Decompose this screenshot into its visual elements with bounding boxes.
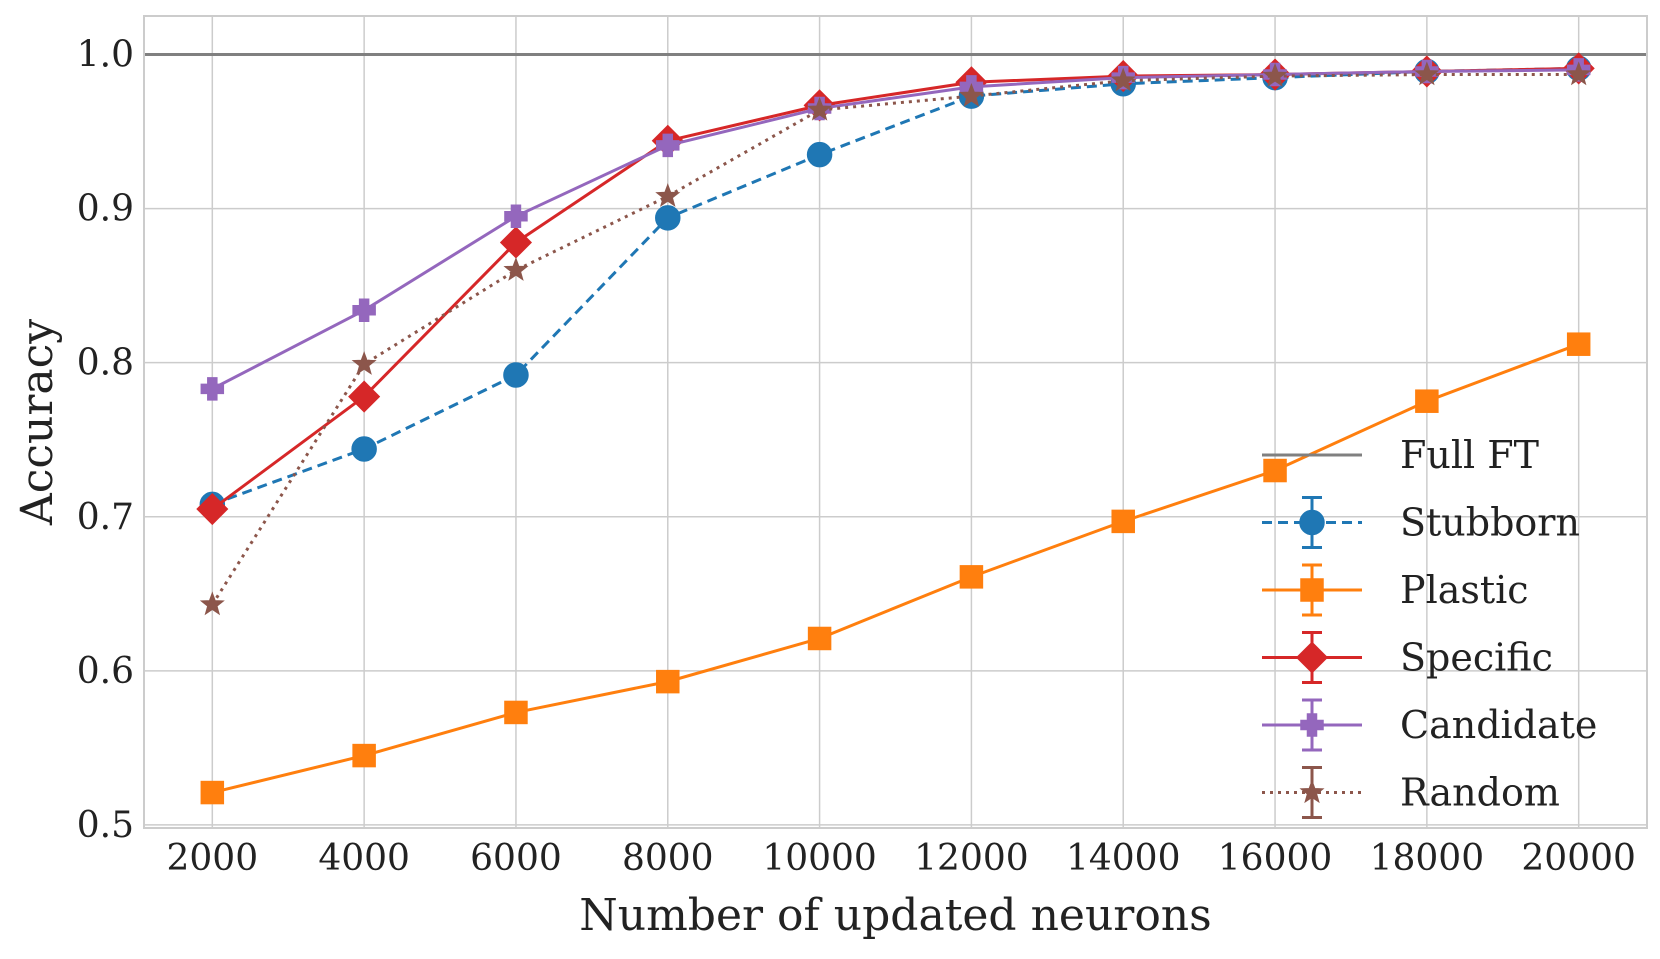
legend-marker-plastic (1300, 578, 1324, 602)
plot-frame (143, 15, 1648, 829)
data-point-candidate (352, 298, 376, 323)
data-point-plastic (1111, 509, 1135, 534)
data-point-random (351, 351, 377, 375)
legend-label-candidate: Candidate (1400, 703, 1597, 747)
x-axis-title: Number of updated neurons (579, 890, 1211, 941)
legend-label-specific: Specific (1400, 636, 1553, 680)
x-tick-label: 18000 (1370, 838, 1485, 879)
y-tick-label: 0.9 (77, 189, 134, 230)
legend-marker-candidate (1300, 713, 1324, 737)
data-point-random (199, 591, 225, 616)
data-point-candidate (504, 204, 528, 229)
legend-marker-specific (1295, 641, 1329, 674)
grid-lines (144, 16, 1647, 828)
data-point-stubborn (351, 436, 377, 462)
x-tick-label: 20000 (1521, 838, 1636, 879)
series-random (199, 61, 1592, 616)
legend-marker-stubborn (1299, 509, 1325, 536)
x-tick-label: 8000 (622, 838, 714, 879)
series-plastic (200, 332, 1591, 805)
x-tick-label: 6000 (470, 838, 562, 879)
data-point-plastic (504, 700, 528, 725)
data-point-random (503, 257, 529, 281)
data-point-random (1566, 61, 1592, 86)
x-tick-labels: 2000 4000 6000 8000 10000 12000 14000 16000 1800… (167, 838, 1636, 879)
x-tick-label: 4000 (318, 838, 410, 879)
series-line-random (211, 73, 1579, 606)
data-point-candidate (656, 133, 680, 158)
y-tick-label: 0.7 (77, 497, 134, 538)
data-point-plastic (807, 626, 832, 651)
y-tick-labels: 0.5 0.6 0.7 0.8 0.9 1.0 (77, 35, 134, 846)
data-point-random (655, 183, 681, 207)
data-point-plastic (656, 669, 680, 694)
x-tick-label: 14000 (1066, 838, 1181, 879)
data-point-plastic (1263, 458, 1287, 483)
legend-label-random: Random (1400, 771, 1560, 815)
y-tick-label: 0.8 (77, 343, 134, 384)
data-point-plastic (352, 743, 376, 768)
data-point-random (1110, 67, 1136, 92)
data-point-random (958, 82, 984, 107)
series-line-candidate (211, 68, 1579, 391)
data-point-stubborn (806, 141, 833, 168)
x-tick-label: 16000 (1218, 838, 1333, 879)
legend-label-full-ft: Full FT (1400, 433, 1539, 477)
x-tick-label: 12000 (914, 838, 1029, 879)
y-tick-label: 1.0 (77, 35, 134, 76)
data-point-candidate (200, 377, 225, 401)
series-line-stubborn (211, 66, 1579, 506)
x-tick-label: 10000 (762, 838, 877, 879)
data-point-random (1262, 62, 1288, 87)
data-point-stubborn (655, 205, 681, 231)
y-axis-title: Accuracy (12, 319, 63, 526)
data-point-plastic (1415, 389, 1439, 413)
y-tick-label: 0.6 (77, 651, 134, 692)
data-point-random (807, 96, 833, 121)
data-point-specific (348, 380, 381, 413)
data-point-plastic (200, 780, 225, 805)
data-point-plastic (1566, 332, 1591, 356)
y-tick-label: 0.5 (77, 805, 134, 846)
legend: Full FT Stubborn Plastic Specific Candidate R… (1262, 433, 1597, 819)
data-point-random (1414, 61, 1440, 86)
data-point-plastic (959, 565, 984, 589)
legend-label-plastic: Plastic (1400, 568, 1529, 612)
data-point-stubborn (503, 362, 529, 388)
series-group (196, 52, 1595, 805)
legend-label-stubborn: Stubborn (1400, 501, 1580, 545)
series-line-plastic (211, 342, 1580, 795)
legend-marker-random (1299, 779, 1325, 804)
x-tick-label: 2000 (167, 838, 259, 879)
data-point-specific (196, 492, 229, 526)
